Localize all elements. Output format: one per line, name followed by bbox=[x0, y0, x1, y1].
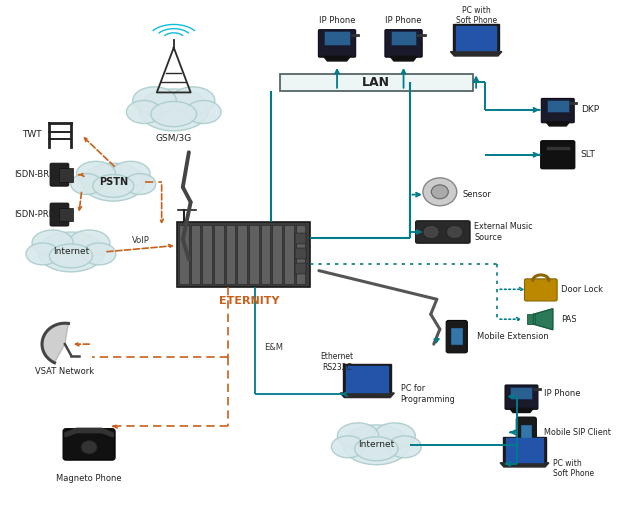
FancyBboxPatch shape bbox=[214, 225, 224, 284]
Text: DKP: DKP bbox=[581, 106, 599, 115]
Text: IP Phone: IP Phone bbox=[544, 389, 581, 398]
FancyBboxPatch shape bbox=[59, 208, 73, 221]
Text: E&M: E&M bbox=[264, 342, 284, 351]
FancyBboxPatch shape bbox=[511, 387, 532, 398]
FancyBboxPatch shape bbox=[524, 279, 557, 301]
Text: VSAT Network: VSAT Network bbox=[36, 367, 94, 376]
Text: PC with
Soft Phone: PC with Soft Phone bbox=[456, 6, 497, 25]
Polygon shape bbox=[65, 428, 113, 437]
FancyBboxPatch shape bbox=[521, 425, 532, 440]
Text: Internet: Internet bbox=[52, 247, 89, 257]
Circle shape bbox=[423, 178, 457, 206]
Text: VoIP: VoIP bbox=[131, 236, 149, 245]
FancyBboxPatch shape bbox=[272, 225, 282, 284]
FancyBboxPatch shape bbox=[391, 31, 416, 45]
Polygon shape bbox=[451, 52, 502, 56]
FancyBboxPatch shape bbox=[505, 385, 538, 410]
FancyBboxPatch shape bbox=[63, 429, 115, 460]
FancyBboxPatch shape bbox=[279, 74, 473, 91]
FancyBboxPatch shape bbox=[261, 225, 271, 284]
FancyBboxPatch shape bbox=[177, 222, 310, 287]
Text: Internet: Internet bbox=[358, 440, 394, 449]
Text: LAN: LAN bbox=[362, 76, 391, 89]
Text: Ethernet
RS232C: Ethernet RS232C bbox=[321, 352, 354, 372]
FancyBboxPatch shape bbox=[451, 328, 462, 345]
Text: Sensor: Sensor bbox=[462, 190, 491, 199]
FancyBboxPatch shape bbox=[385, 30, 422, 57]
Text: PC for
Programming: PC for Programming bbox=[401, 384, 455, 403]
FancyBboxPatch shape bbox=[179, 225, 189, 284]
FancyBboxPatch shape bbox=[446, 321, 468, 353]
FancyBboxPatch shape bbox=[296, 225, 305, 284]
Text: ETERNITY: ETERNITY bbox=[219, 296, 279, 306]
Text: TWT: TWT bbox=[22, 130, 42, 139]
Polygon shape bbox=[390, 56, 417, 61]
Text: IP Phone: IP Phone bbox=[385, 16, 422, 25]
FancyBboxPatch shape bbox=[191, 225, 201, 284]
Circle shape bbox=[446, 225, 463, 239]
FancyBboxPatch shape bbox=[324, 31, 349, 45]
FancyBboxPatch shape bbox=[547, 100, 569, 112]
FancyBboxPatch shape bbox=[50, 203, 69, 226]
Polygon shape bbox=[42, 323, 69, 363]
FancyBboxPatch shape bbox=[516, 417, 536, 447]
Text: ISDN-BRI: ISDN-BRI bbox=[14, 170, 52, 179]
Polygon shape bbox=[503, 437, 546, 463]
FancyBboxPatch shape bbox=[295, 264, 306, 274]
Polygon shape bbox=[456, 26, 496, 50]
Polygon shape bbox=[346, 366, 388, 391]
Text: SLT: SLT bbox=[581, 150, 596, 159]
Polygon shape bbox=[506, 438, 543, 462]
FancyBboxPatch shape bbox=[318, 30, 356, 57]
Text: Mobile Extension: Mobile Extension bbox=[478, 332, 549, 341]
FancyBboxPatch shape bbox=[528, 314, 535, 324]
Text: Door Lock: Door Lock bbox=[561, 285, 602, 294]
FancyBboxPatch shape bbox=[541, 98, 574, 123]
Text: IP Phone: IP Phone bbox=[319, 16, 355, 25]
FancyBboxPatch shape bbox=[59, 168, 73, 181]
Polygon shape bbox=[509, 409, 533, 413]
Text: PAS: PAS bbox=[561, 315, 576, 324]
Text: External Music
Source: External Music Source bbox=[474, 222, 533, 242]
FancyBboxPatch shape bbox=[238, 225, 247, 284]
Circle shape bbox=[81, 441, 97, 454]
Text: PSTN: PSTN bbox=[99, 177, 128, 187]
Text: Mobile SIP Client: Mobile SIP Client bbox=[544, 428, 611, 437]
Polygon shape bbox=[340, 393, 394, 397]
Polygon shape bbox=[533, 309, 552, 330]
FancyBboxPatch shape bbox=[284, 225, 294, 284]
Polygon shape bbox=[500, 463, 549, 467]
Text: PC with
Soft Phone: PC with Soft Phone bbox=[553, 459, 594, 478]
FancyBboxPatch shape bbox=[50, 163, 69, 186]
Polygon shape bbox=[324, 56, 351, 61]
Text: GSM/3G: GSM/3G bbox=[156, 134, 192, 143]
Polygon shape bbox=[343, 364, 391, 393]
FancyBboxPatch shape bbox=[202, 225, 212, 284]
Text: ISDN-PRI: ISDN-PRI bbox=[14, 210, 52, 219]
FancyBboxPatch shape bbox=[249, 225, 259, 284]
FancyBboxPatch shape bbox=[541, 141, 575, 169]
FancyBboxPatch shape bbox=[226, 225, 236, 284]
FancyBboxPatch shape bbox=[416, 221, 470, 243]
Polygon shape bbox=[453, 24, 499, 52]
FancyBboxPatch shape bbox=[295, 248, 306, 260]
FancyBboxPatch shape bbox=[295, 233, 306, 244]
Circle shape bbox=[431, 185, 448, 199]
Polygon shape bbox=[546, 122, 569, 126]
Text: Magneto Phone: Magneto Phone bbox=[56, 474, 122, 483]
Circle shape bbox=[423, 225, 439, 239]
